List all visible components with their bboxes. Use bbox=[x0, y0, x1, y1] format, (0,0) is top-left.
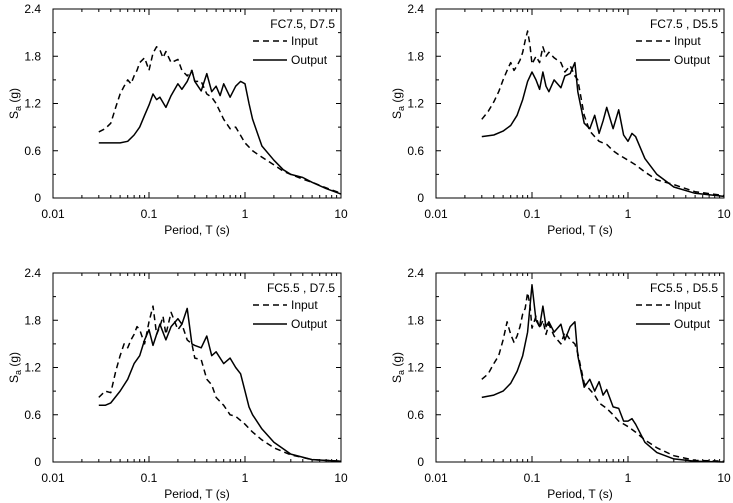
series-line-input bbox=[481, 30, 725, 197]
y-tick-label: 0 bbox=[417, 455, 424, 469]
legend-label-input: Input bbox=[674, 34, 701, 48]
series-line-output bbox=[98, 307, 342, 462]
y-tick-label: 2.4 bbox=[24, 2, 41, 16]
y-tick-label: 0 bbox=[34, 455, 41, 469]
x-tick-label: 10 bbox=[717, 207, 731, 221]
legend-label-output: Output bbox=[291, 317, 328, 331]
x-tick-label: 0.1 bbox=[141, 207, 158, 221]
y-axis-label-main: S bbox=[390, 111, 404, 119]
y-axis-label-subscript: a bbox=[13, 370, 23, 375]
y-tick-label: 0 bbox=[417, 191, 424, 205]
x-tick-label: 0.1 bbox=[524, 207, 541, 221]
legend-label-input: Input bbox=[291, 34, 318, 48]
y-axis-label: Sa (g) bbox=[7, 352, 23, 383]
y-tick-label: 0 bbox=[34, 191, 41, 205]
y-axis-label-main: S bbox=[7, 111, 21, 119]
legend-label-input: Input bbox=[291, 298, 318, 312]
y-tick-label: 0.6 bbox=[24, 408, 41, 422]
y-tick-label: 1.2 bbox=[24, 361, 41, 375]
x-tick-label: 0.01 bbox=[424, 207, 448, 221]
y-tick-label: 0.6 bbox=[24, 144, 41, 158]
y-axis-label-unit: (g) bbox=[7, 352, 21, 370]
legend-label-output: Output bbox=[291, 53, 328, 67]
panel-title: FC5.5 , D7.5 bbox=[267, 281, 335, 295]
y-tick-label: 1.8 bbox=[407, 313, 424, 327]
series-line-output bbox=[481, 284, 725, 463]
y-axis-label: Sa (g) bbox=[390, 88, 406, 119]
series-line-input bbox=[98, 46, 342, 195]
y-tick-label: 1.8 bbox=[24, 313, 41, 327]
y-axis-label-main: S bbox=[390, 375, 404, 383]
x-tick-label: 1 bbox=[625, 471, 632, 485]
series-line-input bbox=[98, 305, 342, 462]
y-axis-label-unit: (g) bbox=[7, 88, 21, 106]
y-tick-label: 0.6 bbox=[407, 144, 424, 158]
legend-label-output: Output bbox=[674, 317, 711, 331]
chart-panel-2: 0 0.6 1.2 1.8 2.4 0.01 0.1 1 10 Period, T (s) Sa (… bbox=[390, 2, 731, 237]
y-tick-label: 2.4 bbox=[24, 266, 41, 280]
y-axis-label-unit: (g) bbox=[390, 88, 404, 106]
chart-panel-1: 0 0.6 1.2 1.8 2.4 0.01 0.1 1 10 Period, T (s) Sa (… bbox=[7, 2, 348, 237]
y-tick-label: 2.4 bbox=[407, 266, 424, 280]
panel-title: FC7.5, D7.5 bbox=[270, 17, 335, 31]
x-tick-label: 0.01 bbox=[41, 207, 65, 221]
y-axis-label-subscript: a bbox=[13, 106, 23, 111]
y-axis-label: Sa (g) bbox=[7, 88, 23, 119]
y-axis-label-subscript: a bbox=[396, 370, 406, 375]
y-axis-label: Sa (g) bbox=[390, 352, 406, 383]
legend-label-output: Output bbox=[674, 53, 711, 67]
y-tick-label: 1.2 bbox=[407, 361, 424, 375]
legend-label-input: Input bbox=[674, 298, 701, 312]
x-tick-label: 10 bbox=[334, 207, 348, 221]
x-tick-label: 1 bbox=[625, 207, 632, 221]
y-tick-label: 2.4 bbox=[407, 2, 424, 16]
chart-panel-4: 0 0.6 1.2 1.8 2.4 0.01 0.1 1 10 Period, T (s) Sa (… bbox=[390, 266, 731, 501]
y-axis-label-main: S bbox=[7, 375, 21, 383]
y-tick-label: 1.8 bbox=[24, 49, 41, 63]
panel-title: FC7.5 , D5.5 bbox=[650, 17, 718, 31]
x-axis-label: Period, T (s) bbox=[547, 487, 613, 501]
x-tick-label: 10 bbox=[334, 471, 348, 485]
y-axis-label-unit: (g) bbox=[390, 352, 404, 370]
x-tick-label: 0.1 bbox=[141, 471, 158, 485]
series-line-input bbox=[481, 291, 725, 462]
x-axis-label: Period, T (s) bbox=[164, 223, 230, 237]
chart-panel-3: 0 0.6 1.2 1.8 2.4 0.01 0.1 1 10 Period, T (s) Sa (… bbox=[7, 266, 348, 501]
panel-title: FC5.5 , D5.5 bbox=[650, 281, 718, 295]
y-tick-label: 1.2 bbox=[407, 97, 424, 111]
x-axis-label: Period, T (s) bbox=[164, 487, 230, 501]
x-tick-label: 10 bbox=[717, 471, 731, 485]
y-tick-label: 1.2 bbox=[24, 97, 41, 111]
y-tick-label: 0.6 bbox=[407, 408, 424, 422]
y-tick-label: 1.8 bbox=[407, 49, 424, 63]
x-tick-label: 1 bbox=[242, 471, 249, 485]
series-line-output bbox=[98, 69, 342, 195]
series-line-output bbox=[481, 61, 725, 198]
x-tick-label: 0.01 bbox=[424, 471, 448, 485]
x-tick-label: 0.1 bbox=[524, 471, 541, 485]
y-axis-label-subscript: a bbox=[396, 106, 406, 111]
x-axis-label: Period, T (s) bbox=[547, 223, 613, 237]
x-tick-label: 0.01 bbox=[41, 471, 65, 485]
x-tick-label: 1 bbox=[242, 207, 249, 221]
